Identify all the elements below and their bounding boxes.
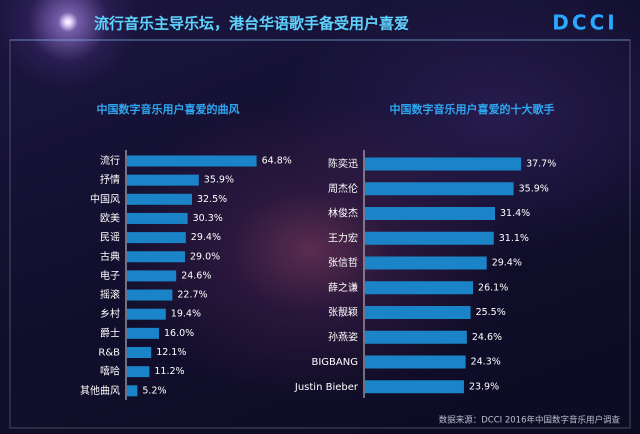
category-label: 其他曲风: [80, 384, 120, 397]
value-label: 31.1%: [499, 233, 529, 244]
bar: [127, 347, 152, 358]
category-label: 乡村: [100, 307, 120, 320]
category-label: R&B: [98, 348, 120, 359]
value-label: 25.5%: [476, 307, 506, 318]
bar: [127, 270, 177, 282]
value-label: 11.2%: [154, 366, 184, 377]
category-label: 嘻哈: [100, 365, 120, 378]
bar: [365, 306, 471, 319]
category-label: 爵士: [100, 326, 120, 339]
bar: [127, 385, 138, 397]
category-label: 周杰伦: [328, 182, 358, 195]
value-label: 31.4%: [500, 208, 530, 219]
category-label: 林俊杰: [328, 207, 358, 220]
value-label: 23.9%: [469, 381, 499, 392]
category-label: 流行: [100, 154, 120, 167]
bar: [127, 193, 192, 205]
source-note: 数据来源：DCCI 2016年中国数字音乐用户调查: [439, 415, 621, 426]
bar: [127, 212, 188, 224]
category-label: Justin Bieber: [294, 382, 359, 393]
bar: [365, 355, 466, 369]
bar: [127, 327, 159, 339]
value-label: 30.3%: [193, 213, 223, 224]
bar: [127, 174, 199, 186]
value-label: 26.1%: [478, 282, 508, 293]
bar: [365, 157, 522, 171]
category-label: 孙燕姿: [328, 330, 358, 343]
chart-title: 中国数字音乐用户喜爱的十大歌手: [390, 102, 555, 116]
value-label: 29.0%: [190, 251, 220, 262]
value-label: 5.2%: [142, 385, 166, 396]
chart-title: 中国数字音乐用户喜爱的曲风: [97, 102, 240, 116]
category-label: 摇滚: [100, 288, 120, 301]
value-label: 22.7%: [177, 290, 207, 301]
category-label: 张靓颖: [328, 306, 358, 319]
bar: [127, 155, 257, 167]
bar: [127, 232, 186, 244]
value-label: 29.4%: [492, 258, 522, 269]
bar: [127, 289, 173, 301]
category-label: BIGBANG: [312, 357, 359, 368]
bar: [127, 251, 185, 263]
logo: DCCI: [552, 11, 617, 35]
value-label: 29.4%: [191, 232, 221, 243]
category-label: 古典: [100, 250, 120, 263]
bar: [365, 380, 464, 394]
value-label: 19.4%: [171, 309, 201, 320]
value-label: 35.9%: [519, 183, 549, 194]
category-label: 欧美: [100, 211, 120, 224]
value-label: 35.9%: [204, 175, 234, 186]
category-label: 民谣: [100, 232, 120, 244]
category-label: 薛之谦: [328, 281, 358, 294]
value-label: 32.5%: [197, 194, 227, 205]
bar: [365, 281, 474, 295]
value-label: 37.7%: [526, 159, 556, 170]
value-label: 24.6%: [472, 332, 502, 343]
bar: [365, 330, 467, 344]
category-label: 王力宏: [328, 231, 358, 244]
bar: [365, 231, 494, 245]
value-label: 12.1%: [156, 347, 186, 358]
category-label: 抒情: [100, 173, 120, 186]
value-label: 64.8%: [262, 156, 292, 167]
category-label: 张信哲: [328, 257, 358, 269]
category-label: 中国风: [90, 192, 120, 205]
bar: [365, 207, 495, 220]
value-label: 16.0%: [164, 328, 194, 339]
bar: [127, 366, 150, 378]
value-label: 24.6%: [181, 270, 211, 281]
bar: [365, 256, 487, 270]
bar: [365, 182, 514, 196]
bar: [127, 308, 166, 320]
category-label: 电子: [100, 269, 120, 282]
category-label: 陈奕迅: [328, 157, 358, 170]
value-label: 24.3%: [471, 357, 501, 368]
page-title: 流行音乐主导乐坛，港台华语歌手备受用户喜爱: [94, 15, 409, 33]
